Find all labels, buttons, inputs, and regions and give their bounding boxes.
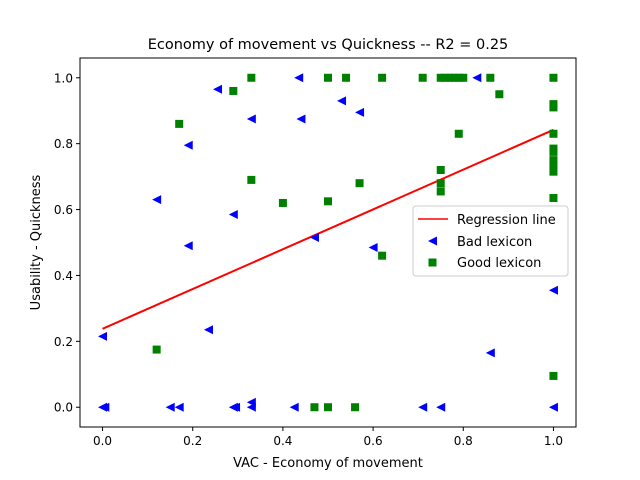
bad-lexicon-point bbox=[204, 325, 214, 335]
bad-lexicon-point bbox=[296, 114, 306, 124]
good-lexicon-point bbox=[445, 73, 454, 82]
good-lexicon-point bbox=[450, 73, 459, 82]
bad-lexicon-point bbox=[183, 241, 193, 251]
good-lexicon-point bbox=[549, 371, 558, 380]
y-tick-label: 0.2 bbox=[54, 335, 73, 349]
good-lexicon-point bbox=[549, 156, 558, 165]
good-lexicon-point bbox=[436, 179, 445, 188]
good-lexicon-point bbox=[549, 167, 558, 176]
good-lexicon-point bbox=[418, 73, 427, 82]
good-lexicon-point bbox=[247, 73, 256, 82]
y-axis-label: Usability - Quickness bbox=[29, 174, 44, 310]
bad-lexicon-point bbox=[337, 96, 347, 106]
x-tick-label: 0.4 bbox=[273, 434, 292, 448]
bad-lexicon-point bbox=[309, 233, 319, 243]
legend: Regression line Bad lexicon Good lexicon bbox=[412, 205, 569, 277]
x-axis-label: VAC - Economy of movement bbox=[233, 456, 423, 471]
bad-lexicon-point bbox=[368, 242, 378, 252]
legend-frame bbox=[412, 205, 569, 277]
bad-lexicon-point bbox=[98, 331, 108, 341]
good-lexicon-point bbox=[549, 147, 558, 156]
y-tick-label: 0.0 bbox=[54, 401, 73, 415]
bad-lexicon-point bbox=[152, 195, 162, 205]
legend-regression-label: Regression line bbox=[457, 213, 556, 228]
bad-lexicon-point bbox=[548, 402, 558, 412]
y-tick-label: 0.4 bbox=[54, 269, 73, 283]
axes-frame bbox=[79, 57, 577, 428]
bad-lexicon-point bbox=[548, 285, 558, 295]
good-lexicon-point bbox=[355, 179, 364, 188]
bad-lexicon-point bbox=[436, 402, 446, 412]
good-lexicon-point bbox=[549, 129, 558, 138]
bad-lexicon-point bbox=[213, 84, 223, 94]
bad-lexicon-point bbox=[246, 114, 256, 124]
legend-good-lexicon-label: Good lexicon bbox=[457, 256, 541, 271]
regression-line bbox=[102, 128, 554, 330]
bad-lexicon-point bbox=[231, 402, 241, 412]
y-tick-label: 0.6 bbox=[54, 203, 73, 217]
good-lexicon-point bbox=[454, 73, 463, 82]
legend-good-lexicon-marker bbox=[428, 258, 437, 267]
good-lexicon-point bbox=[324, 73, 332, 82]
good-lexicon-point bbox=[441, 73, 450, 82]
good-lexicon-point bbox=[247, 175, 256, 184]
good-lexicon-point bbox=[152, 345, 161, 354]
good-lexicon-point bbox=[378, 73, 387, 82]
chart-title: Economy of movement vs Quickness -- R2 =… bbox=[148, 37, 509, 53]
good-lexicon-point bbox=[324, 197, 332, 206]
x-tick-label: 0.2 bbox=[183, 434, 202, 448]
good-lexicon-point bbox=[175, 119, 184, 128]
good-lexicon-point bbox=[486, 73, 495, 82]
y-axis: 0.0 0.2 0.4 0.6 0.8 1.0 bbox=[54, 71, 80, 415]
good-lexicon-point bbox=[436, 73, 445, 82]
good-lexicon-point bbox=[454, 129, 463, 138]
bad-lexicon-point bbox=[355, 107, 365, 117]
bad-lexicon-point bbox=[100, 402, 110, 412]
good-lexicon-point bbox=[436, 166, 445, 175]
good-lexicon-point bbox=[229, 86, 238, 95]
bad-lexicon-point bbox=[294, 73, 304, 83]
bad-lexicon-point bbox=[418, 402, 428, 412]
x-tick-label: 0.6 bbox=[364, 434, 383, 448]
good-lexicon-point bbox=[278, 198, 287, 207]
good-lexicon-point bbox=[351, 403, 360, 412]
bad-lexicon-point bbox=[228, 209, 238, 219]
x-tick-label: 0.8 bbox=[454, 434, 473, 448]
good-lexicon-point bbox=[495, 90, 504, 99]
bad-lexicon-point bbox=[183, 140, 193, 150]
bad-lexicon-point bbox=[472, 73, 482, 83]
x-tick-label: 1.0 bbox=[544, 434, 563, 448]
bad-lexicon-point bbox=[165, 402, 175, 412]
good-lexicon-point bbox=[324, 403, 332, 412]
legend-bad-lexicon-marker bbox=[428, 236, 437, 246]
good-lexicon-point bbox=[549, 194, 558, 203]
good-lexicon-point bbox=[436, 187, 445, 196]
good-lexicon-point bbox=[459, 73, 468, 82]
bad-lexicon-point bbox=[174, 402, 184, 412]
good-lexicon-point bbox=[378, 251, 387, 260]
x-tick-label: 0.0 bbox=[93, 434, 112, 448]
good-lexicon-point bbox=[549, 103, 558, 112]
y-tick-label: 1.0 bbox=[54, 71, 73, 85]
good-lexicon-point bbox=[549, 161, 558, 170]
x-axis: 0.0 0.2 0.4 0.6 0.8 1.0 bbox=[93, 427, 563, 448]
bad-lexicon-point bbox=[246, 397, 256, 407]
bad-lexicon-point bbox=[289, 402, 299, 412]
bad-lexicon-point bbox=[485, 348, 495, 358]
plot-area bbox=[98, 73, 558, 412]
legend-bad-lexicon-label: Bad lexicon bbox=[457, 235, 532, 250]
good-lexicon-point bbox=[342, 73, 351, 82]
good-lexicon-point bbox=[310, 403, 319, 412]
good-lexicon-point bbox=[549, 73, 558, 82]
y-tick-label: 0.8 bbox=[54, 137, 73, 151]
